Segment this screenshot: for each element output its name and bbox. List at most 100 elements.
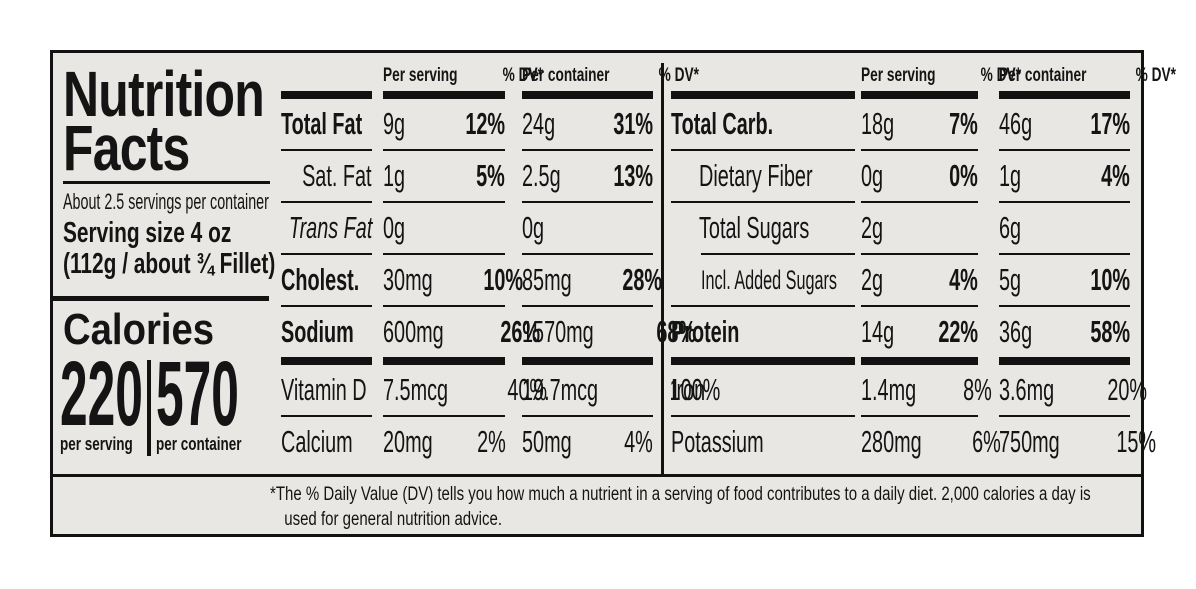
per-serving-amount: 0g	[383, 210, 406, 245]
per-container-dv: 15%	[1116, 424, 1156, 459]
column-headers-right: Per serving% DV* Per container% DV*	[671, 61, 1177, 91]
daily-value-footnote: *The % Daily Value (DV) tells you how mu…	[270, 482, 1091, 532]
per-serving-dv: 8%	[963, 372, 992, 407]
nutrient-name: Dietary Fiber	[699, 158, 813, 193]
per-serving-amount: 1.4mg	[861, 372, 917, 407]
nutrient-name: Cholest.	[281, 262, 360, 297]
nutrient-row-potassium: Potassium 280mg 6% 750mg 15%	[671, 417, 1156, 467]
calories-per-container-label: per container	[156, 434, 242, 454]
dv-header: % DV*	[502, 65, 543, 86]
per-serving-dv: 12%	[465, 106, 505, 141]
per-serving-amount: 14g	[861, 314, 895, 349]
per-container-amount: 6g	[999, 210, 1022, 245]
footnote-line-2: used for general nutrition advice.	[284, 509, 503, 530]
per-serving-amount: 1g	[383, 158, 406, 193]
nutrient-row-iron: Iron 1.4mg 8% 3.6mg 20%	[671, 365, 1147, 415]
per-serving-dv: 10%	[482, 262, 523, 297]
per-serving-amount: 2g	[861, 210, 884, 245]
label-left-column: Nutrition Facts About 2.5 servings per c…	[53, 53, 275, 460]
per-container-dv: 4%	[624, 424, 653, 459]
section-thick-bar	[281, 357, 658, 365]
row-divider	[281, 415, 658, 417]
dv-header: % DV*	[1136, 65, 1177, 86]
row-divider	[281, 201, 658, 203]
calories-divider-rule	[53, 296, 269, 301]
calories-per-serving-label: per serving	[60, 434, 133, 454]
per-serving-amount: 30mg	[383, 262, 433, 297]
per-container-dv: 31%	[613, 106, 653, 141]
per-container-header: Per container% DV*	[999, 65, 1177, 86]
nutrition-facts-label: Nutrition Facts About 2.5 servings per c…	[50, 50, 1177, 537]
per-container-header: Per container% DV*	[522, 65, 700, 86]
calories-values: 220 570 per serving per container	[60, 343, 271, 460]
title-line-2: Facts	[63, 116, 271, 180]
per-container-amount: 5g	[999, 262, 1022, 297]
per-container-dv: 4%	[1101, 158, 1130, 193]
per-container-amount: 24g	[522, 106, 556, 141]
per-serving-header: Per serving% DV*	[861, 65, 1021, 86]
row-divider	[281, 253, 658, 255]
per-serving-dv: 7%	[949, 106, 978, 141]
calories-per-container-value: 570	[156, 343, 239, 445]
nutrient-row-dietary-fiber: Dietary Fiber 0g 0% 1g 4%	[671, 151, 1131, 201]
serving-size-text: Serving size 4 oz	[63, 217, 232, 249]
per-container-dv: 13%	[613, 158, 653, 193]
per-container-dv: 100%	[669, 372, 721, 407]
nutrient-name: Potassium	[671, 424, 764, 459]
per-container-amount: 19.7mcg	[522, 372, 599, 407]
per-serving-dv: 2%	[476, 424, 506, 459]
nutrient-row-total-carb: Total Carb. 18g 7% 46g 17%	[671, 99, 1131, 149]
per-container-dv: 10%	[1090, 262, 1130, 297]
nutrient-name: Iron	[671, 372, 706, 407]
nutrient-row-total-sugars: Total Sugars 2g 6g	[671, 203, 1131, 253]
section-vertical-divider	[661, 63, 664, 474]
calories-heading: Calories	[63, 307, 271, 353]
per-container-amount: 36g	[999, 314, 1033, 349]
per-serving-dv: 4%	[949, 262, 978, 297]
per-container-dv: 28%	[621, 262, 662, 297]
dv-header: % DV*	[980, 65, 1021, 86]
row-divider	[671, 415, 1131, 417]
per-serving-amount: 9g	[383, 106, 406, 141]
per-serving-dv: 26%	[500, 314, 540, 349]
per-serving-dv: 5%	[476, 158, 505, 193]
per-serving-amount: 280mg	[861, 424, 922, 459]
per-container-amount: 50mg	[522, 424, 572, 459]
nutrient-row-protein: Protein 14g 22% 36g 58%	[671, 307, 1131, 357]
per-serving-amount: 600mg	[383, 314, 444, 349]
dv-header: % DV*	[659, 65, 700, 86]
per-container-amount: 750mg	[999, 424, 1060, 459]
row-divider-indented	[671, 253, 1131, 255]
nutrient-name: Total Fat	[281, 106, 363, 141]
calories-vertical-divider	[147, 360, 151, 456]
nutrient-row-trans-fat: Trans Fat 0g 0g	[281, 203, 658, 253]
per-container-dv: 58%	[1090, 314, 1130, 349]
row-divider	[671, 149, 1131, 151]
footnote-divider-rule	[53, 474, 1141, 477]
row-divider	[671, 305, 1131, 307]
section-thick-bar	[671, 357, 1131, 365]
serving-size: Serving size 4 oz	[63, 218, 271, 249]
per-container-amount: 3.6mg	[999, 372, 1055, 407]
per-serving-amount: 2g	[861, 262, 884, 297]
row-divider	[281, 305, 658, 307]
row-divider	[281, 149, 658, 151]
calories-heading-text: Calories	[63, 305, 215, 354]
per-serving-dv: 6%	[971, 424, 1001, 459]
calories-per-serving-value: 220	[60, 343, 143, 445]
nutrient-name: Sodium	[281, 314, 354, 349]
nutrient-name: Calcium	[281, 424, 353, 459]
nutrient-row-cholesterol: Cholest. 30mg 10% 85mg 28%	[281, 255, 662, 305]
title-divider-rule	[63, 181, 270, 184]
per-serving-amount: 20mg	[383, 424, 433, 459]
title-line-1: Nutrition	[63, 62, 271, 126]
nutrient-name: Sat. Fat	[302, 158, 372, 193]
per-serving-header: Per serving% DV*	[383, 65, 543, 86]
nutrient-table-right: Per serving% DV* Per container% DV* Tota…	[671, 61, 1177, 467]
nutrient-row-sat-fat: Sat. Fat 1g 5% 2.5g 13%	[281, 151, 658, 201]
servings-per-container: About 2.5 servings per container	[63, 189, 271, 215]
per-container-amount: 85mg	[522, 262, 572, 297]
nutrient-row-vitamin-d: Vitamin D 7.5mcg 40% 19.7mcg 100%	[281, 365, 720, 415]
per-container-amount: 1570mg	[522, 314, 594, 349]
